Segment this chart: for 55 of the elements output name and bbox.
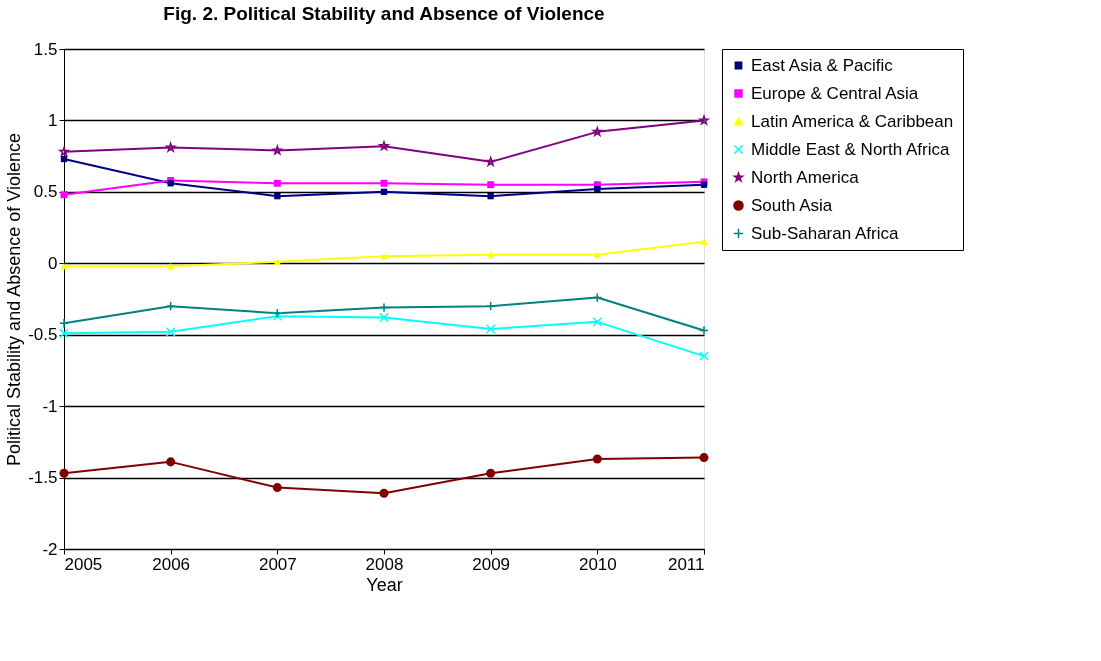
- legend-label: Sub-Saharan Africa: [751, 223, 899, 243]
- point: [485, 301, 496, 312]
- point: [165, 326, 176, 337]
- point: [167, 180, 174, 187]
- point: [274, 192, 281, 200]
- point: [165, 301, 176, 312]
- x-tick-label: 2011: [667, 554, 705, 574]
- x-tick-label: 2008: [365, 554, 404, 574]
- point: [699, 325, 709, 336]
- point: [165, 142, 176, 152]
- x-tick-label: 2005: [64, 554, 103, 574]
- chart-title: Fig. 2. Political Stability and Absence of Violence: [163, 3, 605, 24]
- point: [486, 468, 496, 478]
- point: [379, 312, 389, 323]
- legend-label: Europe & Central Asia: [751, 83, 919, 103]
- point: [593, 251, 602, 258]
- y-tick-label: 0.5: [33, 182, 58, 202]
- point: [592, 454, 602, 464]
- legend-label: Latin America & Caribbean: [751, 111, 954, 131]
- x-tick-label: 2009: [472, 554, 511, 574]
- y-tick-label: 1: [48, 110, 58, 130]
- y-tick-label: -1.5: [28, 468, 58, 488]
- y-tick-label: -1: [42, 396, 58, 416]
- x-tick-label: 2006: [152, 554, 191, 574]
- point: [592, 316, 603, 327]
- y-tick-label: 1.5: [33, 39, 58, 59]
- point: [487, 192, 494, 200]
- point: [594, 185, 601, 193]
- legend-label: East Asia & Pacific: [751, 55, 894, 75]
- point: [486, 251, 495, 258]
- x-axis-title: Year: [366, 574, 403, 595]
- point: [60, 155, 68, 163]
- point: [380, 188, 388, 196]
- x-tick-label: 2007: [258, 554, 297, 574]
- point: [700, 238, 708, 246]
- y-tick-label: 0: [48, 253, 58, 273]
- point: [485, 324, 496, 334]
- point: [272, 145, 283, 155]
- y-axis-title: Political Stability and Absence of Violence: [4, 133, 25, 466]
- y-tick-label: -2: [42, 539, 58, 559]
- point: [273, 258, 282, 266]
- legend-label: South Asia: [751, 195, 833, 215]
- point: [59, 328, 69, 339]
- point: [487, 181, 495, 189]
- point: [272, 483, 282, 493]
- y-tick-label: -0.5: [28, 325, 58, 345]
- point: [273, 179, 281, 187]
- legend-label: North America: [751, 167, 860, 187]
- point: [699, 453, 709, 463]
- point: [379, 488, 389, 498]
- point: [166, 457, 176, 467]
- point: [699, 351, 709, 362]
- x-tick-label: 2010: [578, 554, 617, 574]
- point: [379, 302, 389, 313]
- legend-label: Middle East & North Africa: [751, 139, 950, 159]
